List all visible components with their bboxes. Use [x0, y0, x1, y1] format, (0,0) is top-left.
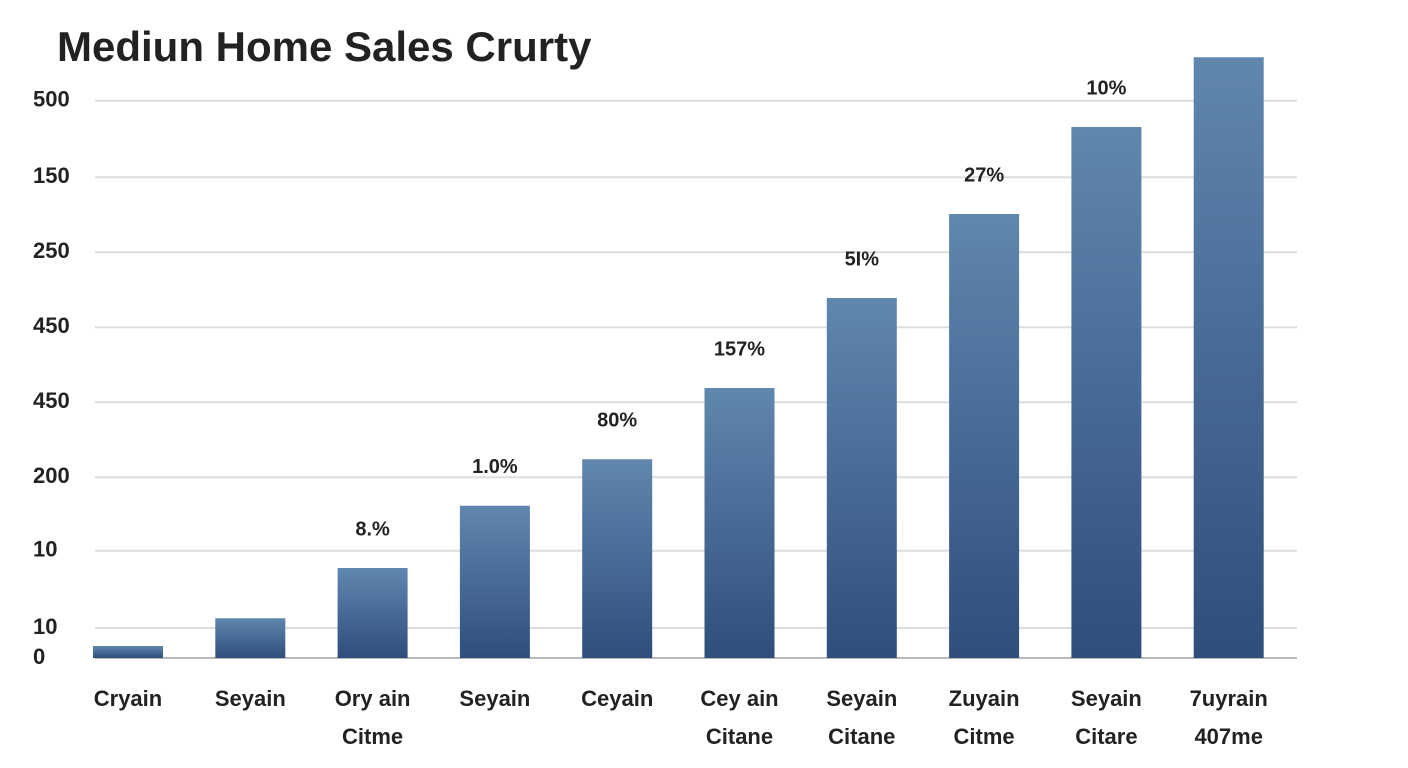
- bar: [1193, 57, 1264, 658]
- y-tick-label: 10: [33, 537, 57, 562]
- x-tick-label: Seyain: [1071, 686, 1142, 711]
- bar: [459, 505, 530, 658]
- bar-annotation: 157%: [714, 338, 765, 360]
- bar: [826, 298, 897, 658]
- chart-title: Mediun Home Sales Crurty: [57, 23, 592, 70]
- x-tick-label: Seyain: [459, 686, 530, 711]
- bar: [215, 618, 286, 658]
- y-tick-label: 450: [33, 388, 70, 413]
- x-tick-label: Citane: [828, 724, 895, 749]
- y-tick-label: 0: [33, 644, 45, 669]
- x-tick-label: Citme: [342, 724, 403, 749]
- bar-annotation: 10%: [1086, 77, 1126, 99]
- bar: [949, 214, 1020, 658]
- x-tick-label: Seyain: [826, 686, 897, 711]
- bar-annotation: 8.%: [355, 518, 390, 540]
- x-tick-label: Ory ain: [335, 686, 411, 711]
- x-tick-label: Cey ain: [700, 686, 778, 711]
- x-tick-label: Ceyain: [581, 686, 653, 711]
- x-tick-label: Citane: [706, 724, 773, 749]
- y-tick-label: 10: [33, 614, 57, 639]
- y-tick-label: 200: [33, 463, 70, 488]
- bar: [1071, 127, 1142, 658]
- bar: [93, 646, 163, 658]
- bar: [704, 388, 775, 658]
- y-tick-label: 250: [33, 238, 70, 263]
- x-tick-label: Citme: [954, 724, 1015, 749]
- x-tick-label: Seyain: [215, 686, 286, 711]
- x-tick-label: Cryain: [94, 686, 162, 711]
- bar: [337, 568, 408, 658]
- x-tick-label: 7uyrain: [1190, 686, 1268, 711]
- y-tick-label: 450: [33, 313, 70, 338]
- x-tick-label: 407me: [1194, 724, 1263, 749]
- y-tick-label: 150: [33, 163, 70, 188]
- x-tick-label: Zuyain: [949, 686, 1020, 711]
- bar: [582, 459, 653, 658]
- bar-annotation: 1.0%: [472, 456, 518, 478]
- y-tick-label: 500: [33, 87, 70, 112]
- bar-annotation: 5I%: [845, 248, 880, 270]
- bar-annotation: 27%: [964, 164, 1004, 186]
- bar-annotation: 80%: [597, 410, 637, 432]
- x-tick-label: Citare: [1075, 724, 1137, 749]
